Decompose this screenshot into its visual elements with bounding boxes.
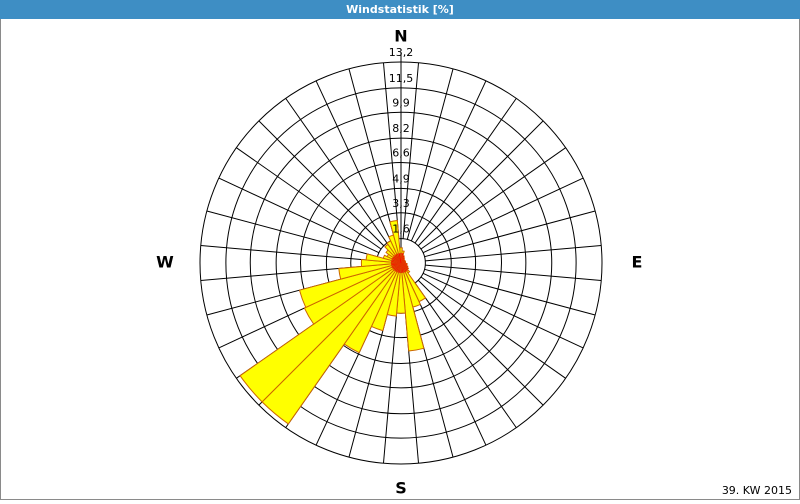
- spoke: [285, 98, 388, 244]
- spoke: [420, 147, 566, 250]
- wind-sector: [303, 262, 402, 325]
- spoke: [422, 177, 584, 254]
- r-tick-label: 13,2: [389, 46, 414, 59]
- calm-tick: [398, 253, 402, 264]
- r-tick-label: 9,9: [392, 96, 410, 109]
- wind-sector: [360, 259, 402, 267]
- r-tick-label: 4,9: [392, 172, 410, 185]
- spoke: [425, 244, 602, 262]
- wind-sector: [239, 262, 402, 403]
- wind-sector: [338, 262, 402, 280]
- spoke: [425, 264, 602, 282]
- spoke: [348, 68, 396, 240]
- spoke: [382, 62, 400, 239]
- spoke: [402, 62, 420, 239]
- spoke: [422, 272, 584, 349]
- spoke: [382, 287, 400, 464]
- spoke: [424, 268, 596, 316]
- direction-label: W: [156, 253, 174, 272]
- spoke: [424, 210, 596, 258]
- r-tick-label: 11,5: [389, 72, 414, 85]
- spoke: [410, 284, 487, 446]
- wind-sector: [389, 219, 402, 264]
- spoke: [206, 210, 378, 258]
- direction-label: S: [395, 479, 407, 498]
- chart-title: Windstatistik [%]: [346, 3, 454, 16]
- r-tick-label: 8,2: [392, 122, 410, 135]
- spoke: [414, 98, 517, 244]
- direction-label: E: [632, 253, 643, 272]
- r-tick-label: 3,3: [392, 197, 410, 210]
- spoke: [420, 276, 566, 379]
- spoke: [414, 282, 517, 428]
- spoke: [410, 80, 487, 242]
- spoke: [417, 279, 544, 406]
- spoke: [258, 120, 385, 247]
- r-tick-label: 1,6: [392, 223, 410, 236]
- footnote: 39. KW 2015: [722, 484, 792, 497]
- direction-label: N: [394, 27, 407, 46]
- wind-sector: [400, 262, 425, 352]
- spoke: [218, 177, 380, 254]
- spoke: [236, 147, 382, 250]
- spoke: [417, 120, 544, 247]
- title-bar: [0, 0, 800, 19]
- spoke: [315, 80, 392, 242]
- spoke: [406, 68, 454, 240]
- spoke: [200, 244, 377, 262]
- wind-sector: [298, 262, 402, 309]
- r-tick-label: 6,6: [392, 147, 410, 160]
